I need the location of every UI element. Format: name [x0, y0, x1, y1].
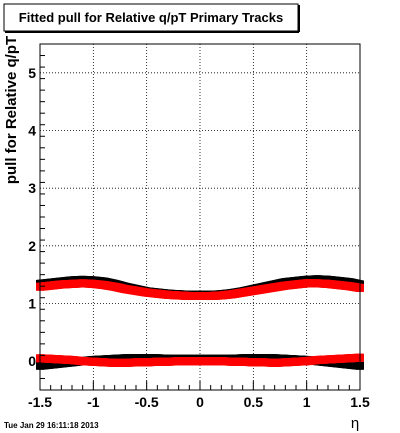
y-tick-label: 4 [28, 123, 36, 139]
x-tick-label: 1.5 [350, 394, 370, 410]
x-tick-label: -1.5 [28, 394, 52, 410]
series-4 [36, 353, 364, 367]
y-tick-label: 2 [28, 238, 36, 254]
axis-ticks: -1.5 -1 -0.5 0 0.5 1 1.5 0 1 2 3 4 5 [28, 43, 370, 410]
x-tick-label: -0.5 [135, 394, 159, 410]
grid-lines [40, 44, 360, 390]
x-tick-label: 0.5 [244, 394, 264, 410]
x-axis-title: η [351, 415, 359, 432]
x-tick-label: 1 [303, 394, 311, 410]
series-2 [36, 279, 364, 301]
y-tick-label: 1 [28, 296, 36, 312]
y-tick-label: 3 [28, 180, 36, 196]
x-tick-label: -1 [87, 394, 100, 410]
y-tick-label: 5 [28, 65, 36, 81]
chart-title: Fitted pull for Relative q/pT Primary Tr… [19, 10, 283, 25]
title-frame [3, 3, 299, 32]
data-series [36, 275, 364, 370]
y-tick-label: 0 [28, 353, 36, 369]
title-box: Fitted pull for Relative q/pT Primary Tr… [3, 3, 300, 33]
x-tick-label: 0 [196, 394, 204, 410]
timestamp: Tue Jan 29 16:11:18 2013 [4, 421, 99, 430]
y-axis-title: pull for Relative q/pT [3, 36, 20, 184]
